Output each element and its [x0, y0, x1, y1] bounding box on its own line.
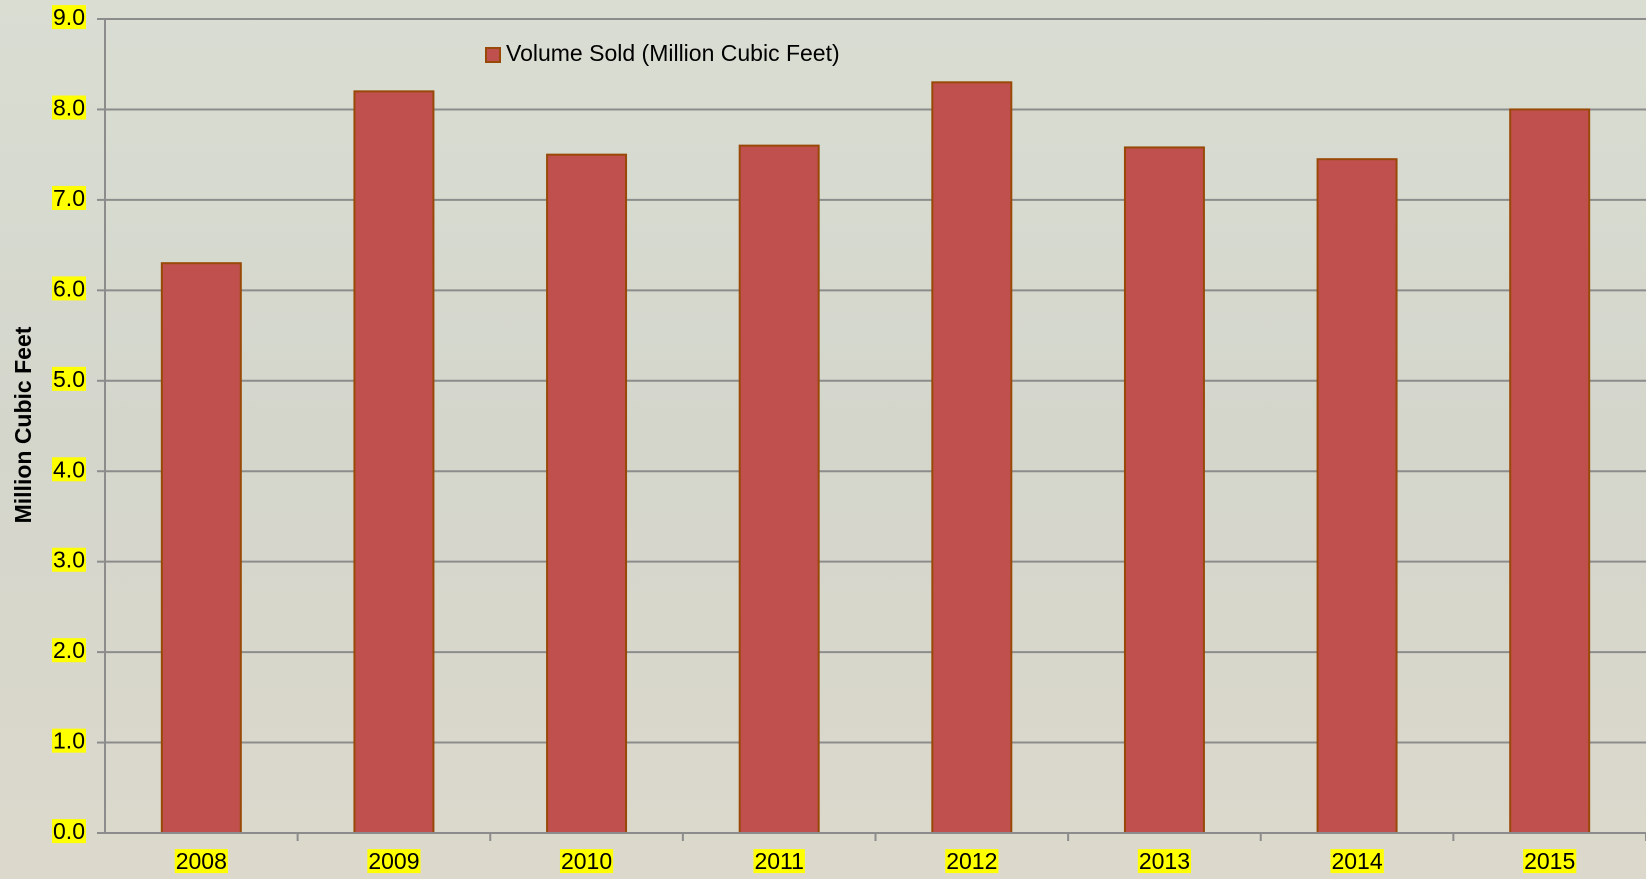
label-highlight — [52, 547, 86, 572]
y-axis-title: Million Cubic Feet — [10, 326, 36, 523]
y-tick-label: 5.0 — [53, 366, 85, 392]
label-highlight — [52, 819, 86, 844]
label-highlight — [1330, 849, 1384, 874]
x-tick-label: 2015 — [1524, 848, 1575, 874]
label-highlight — [174, 849, 228, 874]
label-highlight — [52, 366, 86, 391]
bar — [738, 144, 820, 835]
bar — [546, 153, 628, 834]
label-highlight — [52, 457, 86, 482]
label-highlight — [52, 638, 86, 663]
legend-swatch — [485, 47, 501, 63]
x-tick-label: 2012 — [946, 848, 997, 874]
bar — [353, 90, 435, 835]
label-highlight — [559, 849, 614, 874]
label-highlight — [52, 95, 86, 120]
x-tick-label: 2013 — [1139, 848, 1190, 874]
bar — [1509, 108, 1591, 834]
y-tick-label: 7.0 — [53, 185, 85, 211]
x-tick-label: 2009 — [368, 848, 419, 874]
label-highlight — [52, 5, 86, 30]
legend-label: Volume Sold (Million Cubic Feet) — [506, 40, 840, 66]
y-tick-label: 3.0 — [53, 547, 85, 573]
y-tick-label: 4.0 — [53, 456, 85, 482]
x-tick-label: 2014 — [1331, 848, 1382, 874]
label-highlight — [1137, 849, 1192, 874]
bar — [931, 81, 1013, 835]
y-tick-label: 8.0 — [53, 95, 85, 121]
x-tick-label: 2008 — [176, 848, 227, 874]
label-highlight — [52, 276, 86, 301]
bar — [160, 262, 242, 834]
bar — [1316, 158, 1398, 834]
label-highlight — [753, 849, 805, 874]
y-tick-label: 0.0 — [53, 818, 85, 844]
y-tick-label: 2.0 — [53, 637, 85, 663]
label-highlight — [52, 185, 86, 210]
x-tick-label: 2010 — [561, 848, 612, 874]
y-tick-label: 1.0 — [53, 728, 85, 754]
label-highlight — [945, 849, 999, 874]
y-tick-label: 9.0 — [53, 4, 85, 30]
label-highlight — [1523, 849, 1577, 874]
y-tick-label: 6.0 — [53, 275, 85, 301]
x-tick-label: 2011 — [754, 848, 803, 874]
label-highlight — [52, 728, 86, 753]
bar — [1123, 146, 1205, 835]
label-highlight — [367, 849, 421, 874]
